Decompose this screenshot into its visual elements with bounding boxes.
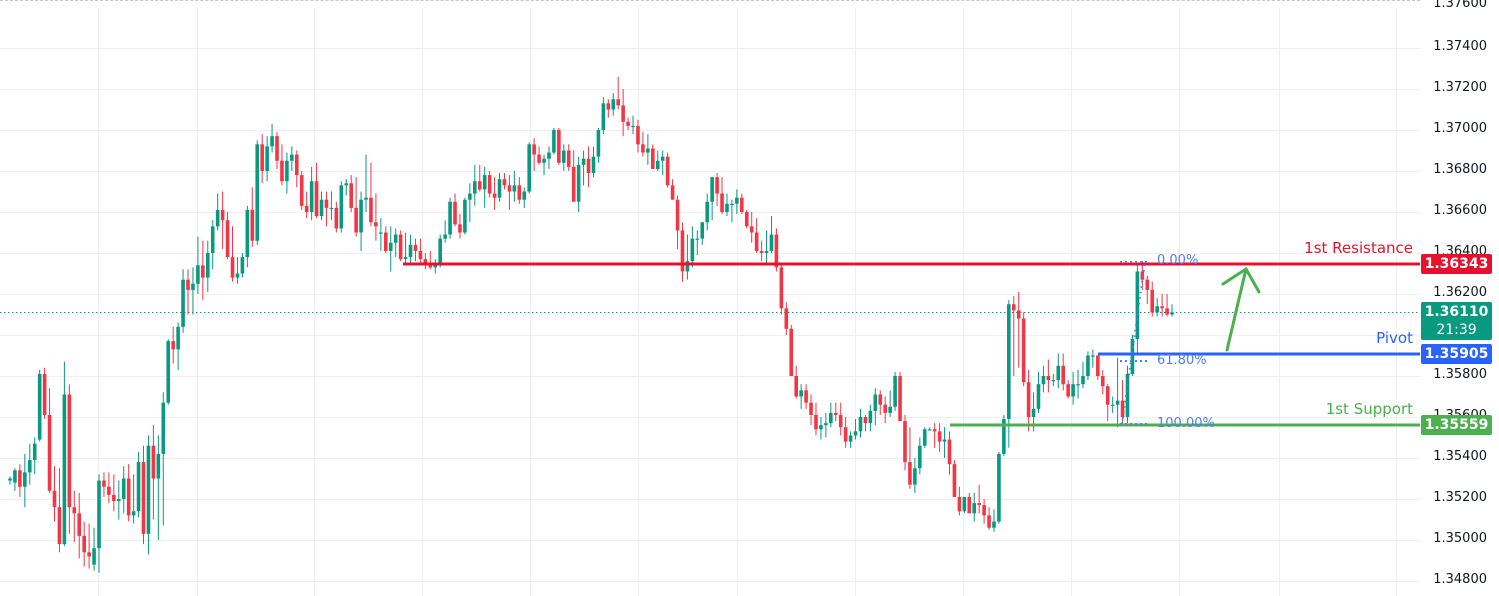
price-axis-label: 1.36600 bbox=[1433, 203, 1487, 218]
support-label: 1st Support bbox=[1325, 400, 1413, 418]
grid bbox=[0, 8, 1420, 596]
fib-label-100: 100.00% bbox=[1157, 416, 1215, 431]
price-axis-label: 1.37600 bbox=[1433, 0, 1487, 11]
price-axis-label: 1.34800 bbox=[1433, 572, 1487, 587]
price-axis-label: 1.35400 bbox=[1433, 449, 1487, 464]
price-axis-label: 1.35000 bbox=[1433, 531, 1487, 546]
top-border bbox=[0, 0, 1420, 3]
candles bbox=[8, 76, 1174, 573]
pivot-label: Pivot bbox=[1376, 329, 1413, 347]
fib-label-618: 61.80% bbox=[1157, 353, 1207, 368]
countdown-timer: 21:39 bbox=[1436, 322, 1477, 338]
fib-label-0: 0.00% bbox=[1157, 253, 1199, 268]
price-axis-label: 1.35800 bbox=[1433, 367, 1487, 382]
price-axis-label: 1.36800 bbox=[1433, 162, 1487, 177]
price-axis-label: 1.37200 bbox=[1433, 80, 1487, 95]
pivot-price-tag: 1.35905 bbox=[1421, 344, 1492, 364]
resistance-label: 1st Resistance bbox=[1304, 239, 1413, 257]
price-axis-label: 1.37400 bbox=[1433, 39, 1487, 54]
price-axis-label: 1.37000 bbox=[1433, 121, 1487, 136]
current-price-value: 1.36110 bbox=[1424, 304, 1489, 320]
price-axis-label: 1.36200 bbox=[1433, 285, 1487, 300]
price-axis-label: 1.35200 bbox=[1433, 490, 1487, 505]
resistance-price-tag: 1.36343 bbox=[1421, 254, 1492, 274]
arrow-up-icon[interactable] bbox=[1221, 267, 1261, 352]
support-price-tag: 1.35559 bbox=[1421, 415, 1492, 435]
current-price-tag: 1.36110 21:39 bbox=[1421, 302, 1492, 340]
